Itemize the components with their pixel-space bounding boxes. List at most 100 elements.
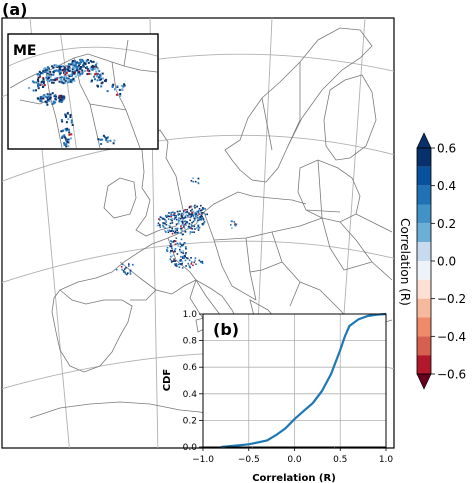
station-point	[178, 213, 180, 215]
station-point	[184, 242, 186, 244]
inset-station-point	[64, 73, 67, 76]
inset-station-point	[70, 133, 73, 136]
inset-station-point	[91, 79, 93, 82]
inset-station-point	[96, 67, 99, 70]
inset-station-point	[101, 77, 104, 80]
inset-station-point	[112, 83, 115, 86]
station-point	[169, 244, 172, 246]
inset-station-point	[98, 70, 101, 73]
station-point	[168, 229, 171, 232]
inset-station-point	[57, 70, 60, 73]
station-point	[121, 263, 124, 266]
inset-station-point	[87, 61, 90, 64]
station-point	[162, 222, 164, 224]
inset-station-point	[68, 70, 71, 72]
station-point	[197, 177, 200, 180]
station-point	[197, 212, 199, 214]
inset-station-point	[68, 65, 71, 68]
colorbar-bin	[417, 336, 431, 356]
inset-station-point	[105, 138, 108, 141]
inset-station-point	[104, 80, 107, 83]
inset-station-point	[28, 87, 31, 89]
station-point	[184, 209, 186, 211]
station-point	[180, 244, 183, 247]
inset-station-point	[88, 72, 90, 75]
colorbar-tick-label: −0.2	[437, 292, 466, 306]
station-point	[166, 250, 169, 252]
station-point	[170, 218, 172, 221]
inset-station-point	[74, 75, 77, 78]
inset-station-point	[65, 115, 67, 118]
station-point	[121, 268, 123, 271]
inset-station-point	[67, 69, 70, 72]
station-point	[181, 222, 184, 224]
inset-station-point	[58, 94, 61, 97]
cdf-x-axis-label: Correlation (R)	[252, 473, 336, 483]
station-point	[199, 216, 202, 218]
inset-station-point	[64, 128, 67, 131]
cdf-y-tick-label: 0.4	[183, 390, 198, 400]
inset-station-point	[52, 78, 55, 81]
inset-station-point	[76, 65, 79, 68]
scandinavia-coast	[224, 27, 373, 183]
station-point	[185, 214, 188, 216]
station-point	[191, 231, 194, 233]
station-point	[174, 217, 176, 219]
station-point	[173, 218, 176, 221]
station-point	[165, 219, 167, 222]
inset-station-point	[40, 72, 43, 75]
station-point	[173, 259, 175, 261]
station-point	[175, 231, 178, 234]
inset-station-point	[61, 120, 64, 123]
inset-station-point	[85, 61, 88, 64]
station-point	[124, 272, 127, 275]
inset-station-point	[69, 78, 72, 81]
station-point	[184, 216, 187, 219]
inset-station-point	[46, 103, 49, 106]
station-point	[164, 227, 166, 229]
inset-station-point	[58, 80, 61, 83]
station-point	[170, 211, 173, 214]
station-point	[165, 223, 168, 226]
inset-station-point	[69, 80, 72, 83]
colorbar-tick-label: −0.4	[437, 330, 466, 344]
inset-station-point	[86, 67, 89, 70]
inset-station-point	[81, 71, 84, 74]
inset-station-point	[58, 100, 61, 103]
inset-station-point	[80, 61, 83, 64]
station-point	[198, 226, 201, 229]
station-point	[183, 255, 186, 257]
colorbar-bin	[417, 298, 431, 318]
station-point	[166, 214, 169, 216]
station-point	[174, 240, 177, 242]
station-point	[189, 216, 192, 219]
colorbar-ticks: 0.6 0.4 0.2 0.0 −0.2 −0.4 −0.6	[431, 142, 466, 382]
station-point	[177, 243, 180, 245]
station-point	[129, 273, 132, 275]
station-point	[187, 262, 189, 265]
station-point	[159, 226, 162, 228]
inset-station-point	[78, 71, 81, 74]
inset-station-point	[56, 66, 59, 68]
station-point	[188, 213, 190, 216]
inset-station-point	[79, 58, 82, 61]
station-point	[204, 208, 206, 210]
iberia-coast	[51, 289, 133, 373]
inset-station-point	[68, 131, 71, 134]
station-point	[172, 230, 175, 233]
inset-station-point	[44, 70, 47, 73]
station-point	[181, 263, 183, 265]
inset-station-point	[78, 62, 81, 65]
station-point	[189, 232, 191, 235]
station-point	[162, 225, 165, 228]
station-point	[194, 204, 196, 207]
inset-station-point	[123, 84, 126, 87]
inset-map: ME	[7, 33, 159, 150]
inset-station-point	[43, 94, 46, 96]
station-point	[202, 218, 205, 221]
cdf-panel: −1.0 −0.5 0.0 0.5 1.00.00.20.40.60.81.0 (b) …	[162, 310, 393, 483]
ireland-coast	[103, 177, 137, 219]
inset-station-point	[78, 74, 81, 77]
inset-station-point	[67, 81, 70, 84]
colorbar-tick-label: −0.6	[437, 368, 466, 382]
